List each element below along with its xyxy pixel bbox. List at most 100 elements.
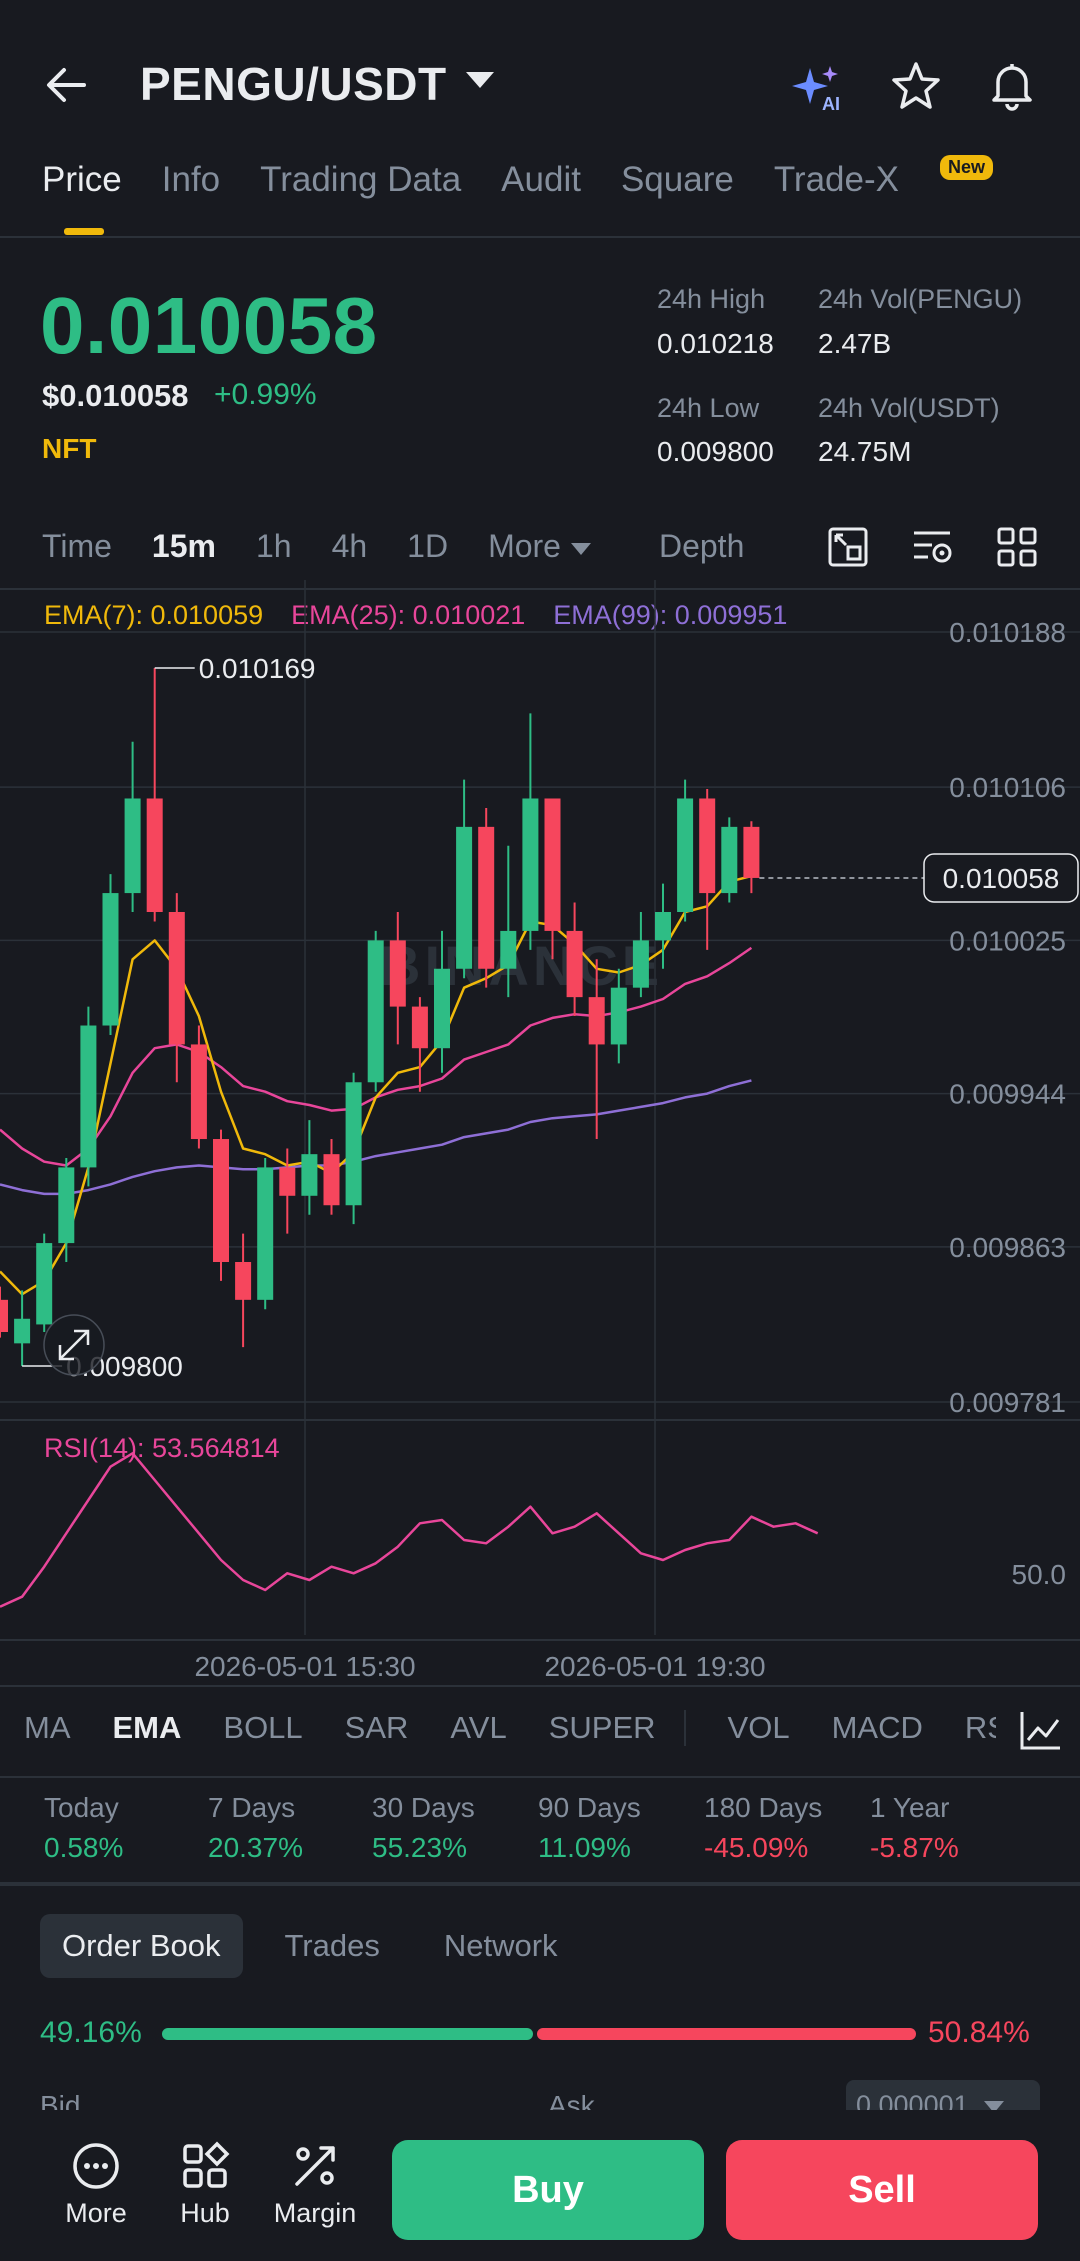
high-label: 24h High <box>657 284 766 314</box>
tab-trading-data[interactable]: Trading Data <box>260 160 462 199</box>
hub-button[interactable]: Hub <box>155 2140 255 2229</box>
tab-price[interactable]: Price <box>42 160 122 199</box>
performance-label: 1 Year <box>870 1792 950 1823</box>
pair-title[interactable]: PENGU/USDT <box>140 58 447 110</box>
indicator-ema[interactable]: EMA <box>112 1710 182 1745</box>
tf-time[interactable]: Time <box>42 528 112 564</box>
buy-button[interactable]: Buy <box>392 2140 704 2240</box>
hub-grid-icon <box>183 2141 230 2188</box>
bell-icon[interactable] <box>984 56 1040 112</box>
candle-body <box>478 826 495 969</box>
divider <box>0 236 1080 238</box>
order-book-tabs: Order Book Trades Network <box>40 1914 580 1978</box>
bid-ratio-bar <box>162 2028 533 2040</box>
candle-body <box>323 1154 340 1206</box>
tab-trades[interactable]: Trades <box>284 1928 380 1963</box>
bid-ratio: 49.16% <box>40 2016 142 2049</box>
back-arrow-icon[interactable] <box>40 55 100 115</box>
performance-30d: 30 Days 55.23% <box>372 1792 542 1864</box>
more-button[interactable]: More <box>46 2140 146 2229</box>
tab-square[interactable]: Square <box>620 160 734 199</box>
indicator-vol[interactable]: VOL <box>727 1710 790 1745</box>
tf-4h[interactable]: 4h <box>331 528 368 564</box>
more-dots-icon <box>73 2143 119 2189</box>
candle-body <box>456 826 473 969</box>
y-axis-tick-label: 0.010025 <box>949 925 1066 956</box>
tab-order-book[interactable]: Order Book <box>40 1914 243 1978</box>
candle-body <box>235 1262 252 1300</box>
candle-body <box>367 940 384 1083</box>
sell-button[interactable]: Sell <box>726 2140 1038 2240</box>
tf-more[interactable]: More <box>488 528 591 565</box>
tf-15m[interactable]: 15m <box>151 528 216 564</box>
candle-body <box>610 987 627 1045</box>
performance-label: 7 Days <box>208 1792 296 1823</box>
price-chart[interactable]: BINANCE 0.010188 0.010106 0.010025 0.009944 0… <box>0 580 1080 1685</box>
candle-body <box>190 1044 207 1140</box>
tf-more-label: More <box>488 528 561 564</box>
chevron-down-icon <box>570 542 591 555</box>
x-axis-tick-label: 2026-05-01 15:30 <box>194 1651 415 1682</box>
performance-label: Today <box>44 1792 119 1823</box>
tab-info[interactable]: Info <box>161 160 221 199</box>
indicator-settings-icon[interactable] <box>910 525 954 569</box>
indicator-super[interactable]: SUPER <box>549 1710 686 1746</box>
candle-body <box>36 1243 53 1325</box>
performance-label: 90 Days <box>538 1792 641 1823</box>
low-value: 0.009800 <box>657 436 774 467</box>
candle-body <box>14 1318 31 1344</box>
tf-1h[interactable]: 1h <box>255 528 292 564</box>
candle-body <box>345 1082 362 1206</box>
main-tabs: Price Info Trading Data Audit Square Tra… <box>42 160 899 200</box>
tab-audit[interactable]: Audit <box>501 160 581 199</box>
indicator-boll[interactable]: BOLL <box>223 1710 303 1745</box>
ai-sparkle-icon[interactable]: AI <box>790 60 846 116</box>
ema-legend: EMA(7): 0.010059 EMA(25): 0.010021 EMA(9… <box>44 600 787 631</box>
indicator-ma[interactable]: MA <box>24 1710 71 1745</box>
tab-trade-x[interactable]: Trade-X <box>773 160 899 199</box>
performance-today: Today 0.58% <box>44 1792 214 1864</box>
candle-body <box>632 940 649 988</box>
candle-body <box>743 826 760 878</box>
indicator-avl[interactable]: AVL <box>450 1710 507 1745</box>
candle-body <box>213 1139 229 1262</box>
tab-network[interactable]: Network <box>443 1928 558 1963</box>
active-tab-indicator <box>64 228 104 235</box>
candle-body <box>58 1167 75 1244</box>
y-axis-tick-label: 0.009781 <box>949 1387 1066 1418</box>
layout-grid-icon[interactable] <box>995 525 1039 569</box>
performance-value: -45.09% <box>704 1832 809 1863</box>
pair-dropdown-caret-icon[interactable] <box>466 72 494 88</box>
last-price: 0.010058 <box>40 281 378 370</box>
vol-quote-value: 24.75M <box>818 436 912 467</box>
candle-body <box>80 1025 97 1168</box>
performance-label: 180 Days <box>704 1792 823 1823</box>
category-tag[interactable]: NFT <box>42 433 97 464</box>
candle-body <box>0 1299 8 1332</box>
candle-body <box>434 968 450 1049</box>
star-icon[interactable] <box>888 58 944 114</box>
indicator-tabs: MA EMA BOLL SAR AVL SUPER VOL MACD RSI <box>24 1710 1017 1746</box>
rsi-label: RSI(14): 53.564814 <box>44 1433 280 1463</box>
chart-settings-icon[interactable] <box>826 525 870 569</box>
indicator-sar[interactable]: SAR <box>344 1710 409 1745</box>
high-value: 0.010218 <box>657 328 774 359</box>
candle-body <box>102 893 119 1026</box>
vol-base-label: 24h Vol(PENGU) <box>818 284 1023 314</box>
performance-value: 55.23% <box>372 1832 467 1863</box>
candle-body <box>168 912 185 1045</box>
margin-button[interactable]: Margin <box>265 2140 365 2229</box>
y-axis-tick-label: 0.010106 <box>949 772 1066 803</box>
candle-body <box>588 997 605 1045</box>
divider <box>0 1882 1080 1886</box>
candle-body <box>677 798 694 912</box>
more-label: More <box>65 2198 127 2228</box>
indicator-macd[interactable]: MACD <box>831 1710 923 1745</box>
ema7-label: EMA(7): 0.010059 <box>44 600 264 630</box>
rsi-tick-label: 50.0 <box>1012 1559 1067 1590</box>
tf-depth[interactable]: Depth <box>658 528 745 564</box>
candle-body <box>544 798 561 931</box>
tf-1d[interactable]: 1D <box>407 528 449 564</box>
indicator-chart-icon[interactable] <box>1016 1706 1064 1754</box>
candle-body <box>124 798 141 894</box>
